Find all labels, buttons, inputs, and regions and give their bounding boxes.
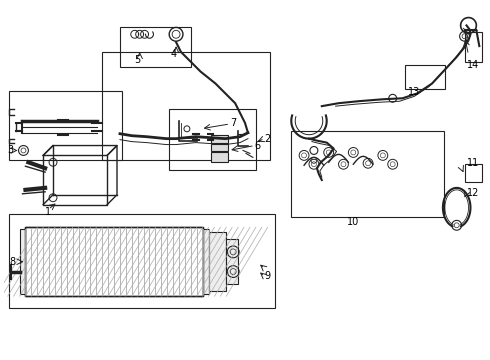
Text: 2: 2 (265, 134, 271, 144)
Bar (102, 52, 270, 160)
Bar (9, 215, 274, 308)
Bar (211, 135, 228, 143)
Bar (203, 229, 209, 294)
Text: 1: 1 (45, 207, 51, 216)
Text: 11: 11 (466, 158, 479, 168)
Bar (465, 32, 482, 62)
Bar (211, 152, 228, 162)
Text: 8: 8 (10, 257, 16, 267)
Bar (120, 27, 191, 67)
Text: 14: 14 (466, 60, 479, 70)
Bar (226, 239, 238, 284)
Text: 12: 12 (466, 188, 479, 198)
Bar (406, 65, 445, 89)
Text: 13: 13 (408, 87, 420, 97)
Bar (25, 227, 203, 296)
Text: 3: 3 (7, 145, 14, 156)
Bar (291, 131, 444, 217)
Bar (169, 109, 256, 170)
Bar (20, 229, 25, 294)
Bar (211, 144, 228, 152)
Text: 6: 6 (255, 140, 261, 150)
Text: 4: 4 (171, 49, 177, 59)
Bar (465, 164, 482, 182)
Text: 7: 7 (230, 118, 237, 128)
Text: 5: 5 (135, 55, 141, 65)
Text: 9: 9 (265, 271, 271, 282)
Bar (209, 232, 226, 291)
Bar (25, 227, 203, 296)
Bar (9, 91, 122, 160)
Text: 10: 10 (347, 217, 360, 227)
